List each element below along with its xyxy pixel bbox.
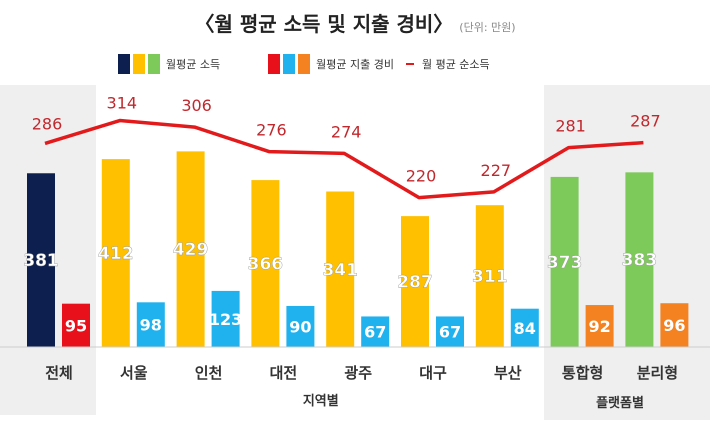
bar-income-label: 311: [472, 267, 508, 287]
category-label: 분리형: [637, 364, 678, 382]
net-income-label: 286: [32, 114, 63, 133]
category-label: 부산: [494, 364, 522, 382]
bar-income: [176, 151, 205, 347]
net-income-label: 281: [555, 117, 586, 136]
bar-expense: [660, 303, 689, 347]
bar-income: [475, 205, 504, 347]
category-label: 서울: [120, 364, 148, 382]
bar-income-label: 381: [23, 251, 59, 271]
net-income-label: 274: [331, 122, 362, 141]
legend-swatch: [298, 54, 311, 74]
bar-expense: [136, 302, 165, 347]
legend-swatch: [148, 54, 160, 74]
bar-income: [550, 176, 579, 347]
bar-expense: [510, 308, 539, 347]
category-label: 광주: [344, 364, 372, 382]
bar-income-label: 366: [248, 255, 284, 275]
bar-income-label: 412: [98, 244, 134, 264]
legend-swatch: [133, 54, 145, 74]
legend-item: 월평균 소득: [118, 54, 220, 74]
bar-expense: [62, 303, 90, 347]
bar-expense: [286, 305, 315, 347]
bar-income-label: 383: [622, 251, 658, 271]
bar-income-label: 341: [322, 260, 358, 280]
legend-swatch: [118, 54, 130, 74]
bar-income: [401, 216, 429, 347]
net-income-label: 314: [107, 94, 138, 113]
legend-swatch: [268, 54, 281, 74]
bar-income: [101, 159, 130, 347]
legend: 월평균 소득 월평균 지출 경비 월 평균 순소득: [118, 54, 502, 74]
bar-expense-label: 90: [289, 317, 311, 336]
bar-expense-label: 96: [663, 316, 685, 335]
chart-title: 〈월 평균 소득 및 지출 경비〉 (단위: 만원): [0, 8, 710, 37]
bar-income-label: 287: [397, 273, 433, 293]
net-income-label: 287: [630, 112, 661, 131]
category-label: 통합형: [562, 364, 603, 382]
bar-income: [326, 191, 355, 347]
bar-expense-label: 67: [364, 323, 386, 342]
legend-line-swatch: [405, 63, 414, 65]
net-income-label: 306: [181, 96, 212, 115]
group-label: 플랫폼별: [596, 395, 644, 411]
legend-label: 월평균 지출 경비: [316, 58, 394, 71]
legend-label: 월평균 소득: [166, 58, 221, 71]
group-label: 지역별: [303, 393, 339, 409]
legend-label: 월 평균 순소득: [421, 58, 490, 71]
bar-expense: [436, 316, 464, 347]
category-label: 인천: [195, 364, 223, 382]
title-text: 〈월 평균 소득 및 지출 경비〉: [194, 12, 454, 36]
net-income-label: 227: [481, 161, 512, 180]
bar-expense-label: 98: [140, 316, 162, 335]
bar-expense-label: 67: [439, 323, 461, 342]
legend-item: 월 평균 순소득: [405, 56, 490, 72]
category-label: 대전: [270, 364, 298, 382]
bar-expense: [211, 290, 240, 347]
bar-income: [251, 180, 280, 347]
category-label: 대구: [419, 364, 447, 382]
bar-expense-label: 95: [65, 316, 87, 335]
bar-expense-label: 84: [514, 319, 536, 338]
bar-income-label: 429: [173, 240, 209, 260]
bar-expense-label: 123: [209, 310, 242, 329]
bar-expense-label: 92: [588, 317, 610, 336]
unit-label: (단위: 만원): [459, 21, 516, 34]
legend-item: 월평균 지출 경비: [268, 54, 394, 74]
bar-expense: [361, 316, 390, 347]
bar-expense: [585, 305, 614, 347]
bar-income: [625, 172, 654, 347]
category-label: 전체: [45, 364, 73, 382]
net-income-label: 220: [406, 167, 437, 186]
legend-swatch: [283, 54, 296, 74]
bar-income-label: 373: [547, 253, 583, 273]
bar-income: [27, 173, 55, 347]
net-income-label: 276: [256, 121, 287, 140]
